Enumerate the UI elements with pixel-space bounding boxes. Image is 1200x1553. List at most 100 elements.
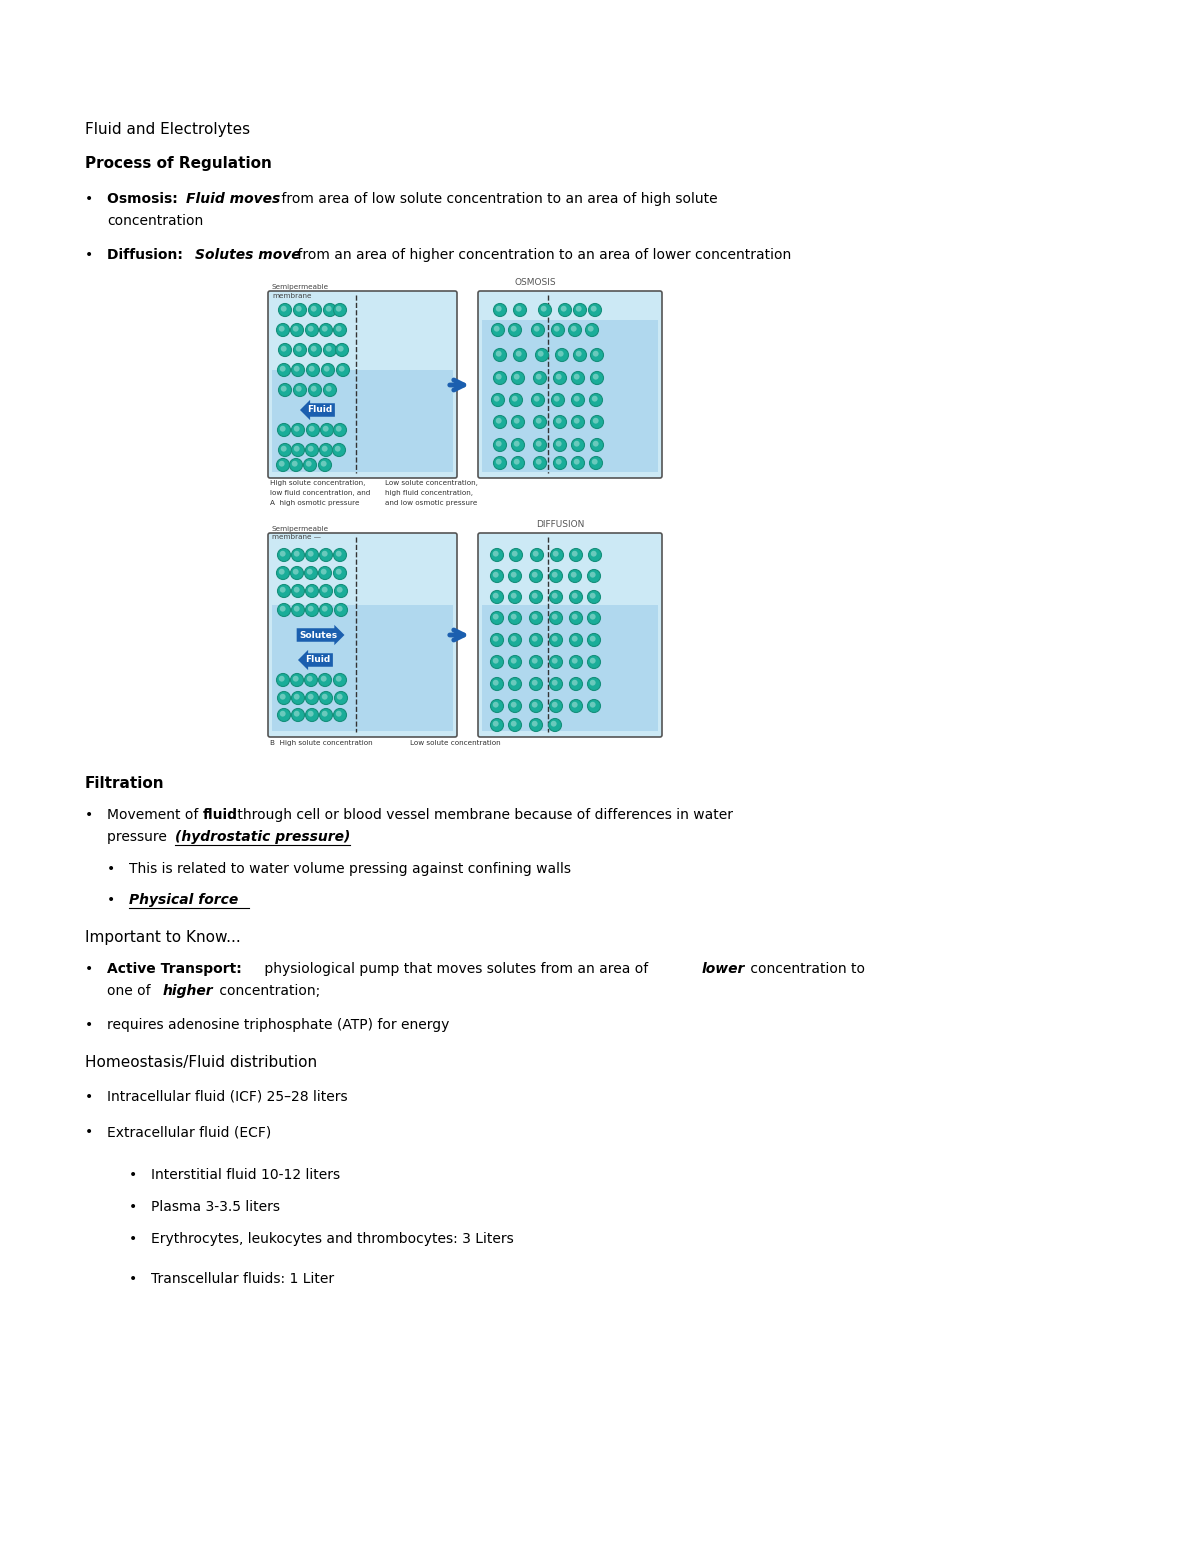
- Circle shape: [496, 441, 502, 447]
- Circle shape: [511, 593, 517, 598]
- Circle shape: [532, 680, 538, 685]
- Text: •: •: [130, 1232, 137, 1246]
- FancyBboxPatch shape: [482, 320, 658, 472]
- Circle shape: [322, 363, 335, 376]
- Circle shape: [514, 303, 527, 317]
- Circle shape: [493, 438, 506, 452]
- Circle shape: [588, 548, 601, 562]
- Circle shape: [588, 590, 600, 604]
- Circle shape: [322, 326, 328, 332]
- Circle shape: [307, 551, 313, 556]
- Circle shape: [511, 438, 524, 452]
- Circle shape: [574, 441, 580, 447]
- Circle shape: [294, 367, 300, 371]
- Circle shape: [281, 306, 287, 312]
- Circle shape: [550, 612, 563, 624]
- Circle shape: [552, 593, 558, 598]
- Circle shape: [550, 677, 563, 691]
- Circle shape: [535, 348, 548, 362]
- Circle shape: [553, 326, 559, 332]
- Circle shape: [556, 441, 562, 447]
- Circle shape: [574, 303, 587, 317]
- Circle shape: [571, 551, 577, 556]
- Circle shape: [493, 702, 499, 708]
- Circle shape: [532, 572, 538, 578]
- Circle shape: [306, 604, 318, 617]
- Circle shape: [534, 326, 540, 332]
- Circle shape: [336, 711, 342, 716]
- Circle shape: [311, 346, 317, 351]
- Circle shape: [325, 306, 331, 312]
- Circle shape: [277, 691, 290, 705]
- Text: fluid: fluid: [203, 808, 238, 822]
- Text: •: •: [85, 1124, 94, 1138]
- Text: Intracellular fluid (ICF) 25–28 liters: Intracellular fluid (ICF) 25–28 liters: [107, 1090, 348, 1104]
- Circle shape: [509, 323, 522, 337]
- Circle shape: [496, 458, 502, 464]
- Circle shape: [589, 393, 602, 407]
- Circle shape: [295, 346, 301, 351]
- Text: Osmosis:: Osmosis:: [107, 193, 182, 207]
- Circle shape: [510, 548, 522, 562]
- Circle shape: [290, 567, 304, 579]
- Circle shape: [319, 708, 332, 722]
- Circle shape: [308, 303, 322, 317]
- Circle shape: [278, 444, 292, 457]
- Circle shape: [532, 593, 538, 598]
- Circle shape: [558, 303, 571, 317]
- Text: Fluid and Electrolytes: Fluid and Electrolytes: [85, 123, 250, 137]
- Circle shape: [491, 719, 504, 731]
- Text: physiological pump that moves solutes from an area of: physiological pump that moves solutes fr…: [260, 961, 653, 975]
- Circle shape: [509, 612, 522, 624]
- Circle shape: [588, 677, 600, 691]
- Circle shape: [276, 674, 289, 686]
- Circle shape: [569, 323, 582, 337]
- Circle shape: [338, 367, 344, 371]
- Circle shape: [325, 346, 331, 351]
- Circle shape: [306, 363, 319, 376]
- Circle shape: [307, 711, 313, 716]
- Circle shape: [294, 606, 300, 612]
- Circle shape: [511, 658, 517, 663]
- Circle shape: [295, 385, 301, 391]
- Circle shape: [590, 371, 604, 385]
- Circle shape: [509, 570, 522, 582]
- Circle shape: [529, 612, 542, 624]
- Text: Physical force: Physical force: [130, 893, 239, 907]
- Circle shape: [319, 691, 332, 705]
- Circle shape: [294, 551, 300, 556]
- Text: DIFFUSION: DIFFUSION: [536, 520, 584, 530]
- Circle shape: [278, 461, 284, 466]
- Circle shape: [529, 655, 542, 668]
- Text: Semipermeable: Semipermeable: [272, 526, 329, 533]
- Circle shape: [292, 444, 305, 457]
- Circle shape: [571, 393, 584, 407]
- Circle shape: [496, 306, 502, 312]
- Circle shape: [292, 363, 305, 376]
- Circle shape: [532, 635, 538, 641]
- Circle shape: [532, 393, 545, 407]
- Text: concentration to: concentration to: [746, 961, 865, 975]
- Circle shape: [511, 613, 517, 620]
- Text: membrane —: membrane —: [272, 534, 322, 540]
- Text: Fluid: Fluid: [305, 655, 331, 665]
- Circle shape: [308, 343, 322, 357]
- Text: Fluid: Fluid: [307, 405, 332, 415]
- Circle shape: [493, 371, 506, 385]
- Circle shape: [292, 548, 305, 562]
- Text: Interstitial fluid 10-12 liters: Interstitial fluid 10-12 liters: [151, 1168, 340, 1182]
- Text: lower: lower: [702, 961, 745, 975]
- Circle shape: [308, 367, 314, 371]
- Circle shape: [277, 584, 290, 598]
- Circle shape: [570, 677, 582, 691]
- Circle shape: [319, 323, 332, 337]
- Circle shape: [570, 634, 582, 646]
- Circle shape: [322, 587, 328, 593]
- Circle shape: [493, 593, 499, 598]
- Circle shape: [278, 303, 292, 317]
- Circle shape: [292, 461, 298, 466]
- Circle shape: [571, 658, 577, 663]
- Circle shape: [571, 371, 584, 385]
- Circle shape: [514, 418, 520, 424]
- Circle shape: [570, 612, 582, 624]
